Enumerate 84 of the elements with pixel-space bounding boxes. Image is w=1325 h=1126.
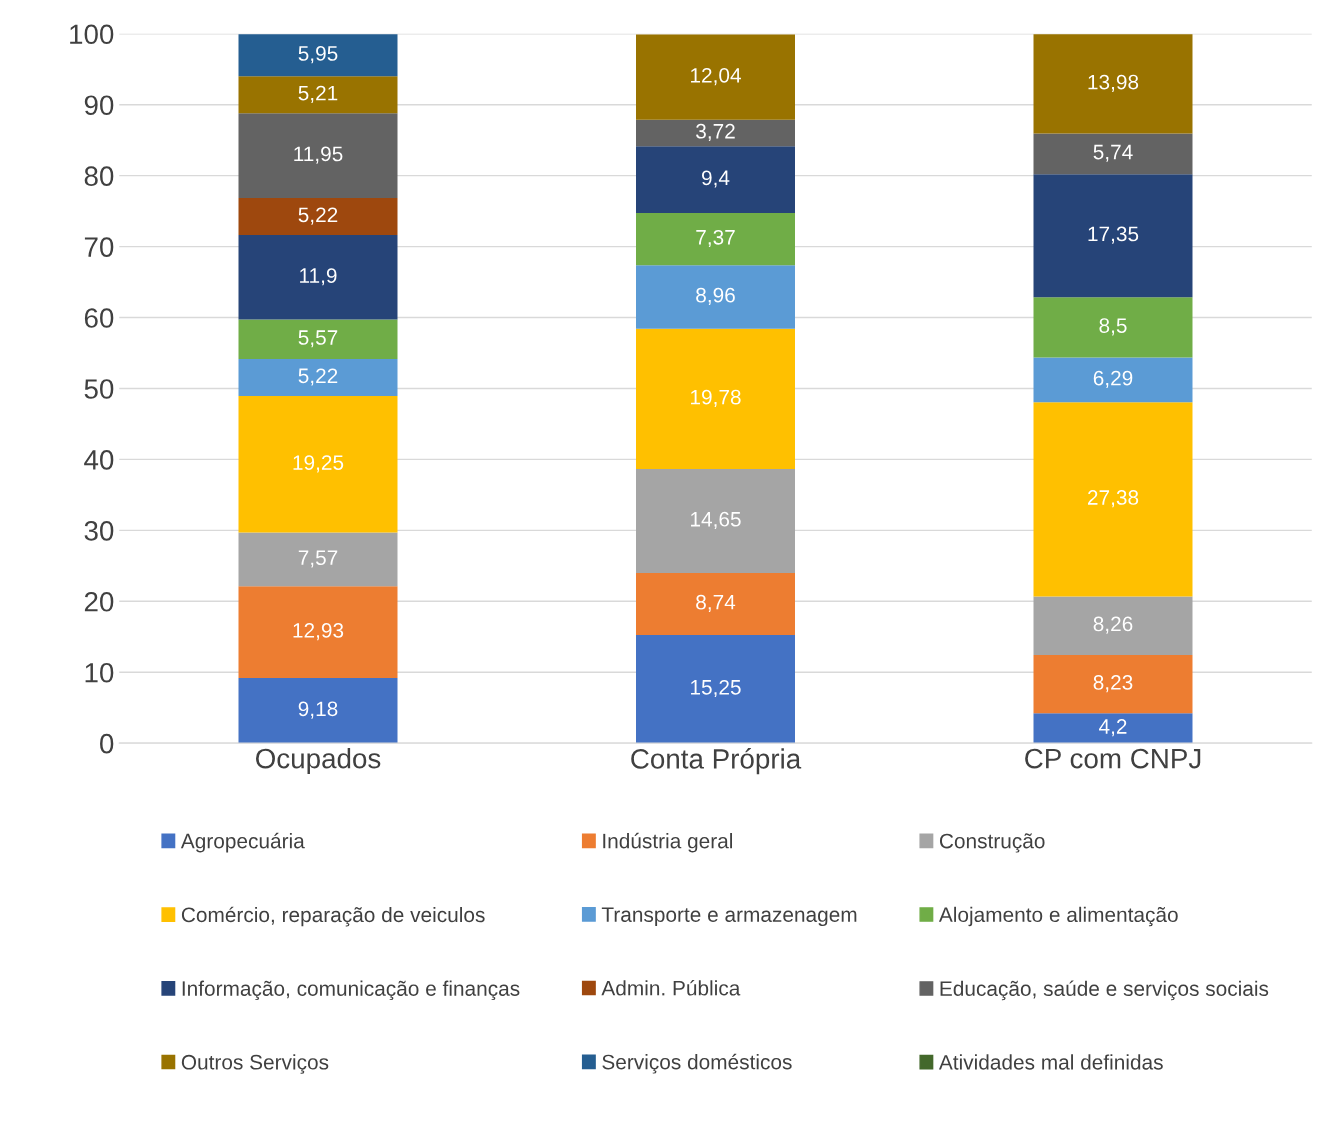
x-tick-label: CP com CNPJ — [1025, 748, 1201, 769]
legend-label: Educação, saúde e serviços sociais — [940, 980, 1269, 1001]
legend-label: Agropecuária — [180, 832, 305, 853]
bar — [238, 678, 398, 744]
bar — [636, 469, 795, 573]
data-label: 9,4 — [702, 170, 730, 188]
data-label: 5,95 — [298, 46, 338, 64]
data-label: 5,22 — [298, 368, 338, 386]
y-tick-label: 70 — [84, 237, 114, 257]
bar — [1033, 133, 1193, 175]
bar — [238, 532, 398, 587]
bar — [636, 212, 795, 266]
bar — [636, 34, 795, 120]
legend-label: Atividades mal definidas — [938, 1054, 1163, 1070]
data-label: 12,04 — [691, 67, 741, 86]
bar — [238, 34, 398, 77]
data-label: 13,98 — [1088, 74, 1139, 92]
bar — [1033, 402, 1193, 597]
data-label: 9,18 — [298, 701, 338, 719]
data-label: 8,74 — [696, 594, 736, 613]
bar — [636, 119, 795, 147]
bar — [636, 146, 795, 213]
legend-label: Construção — [939, 833, 1045, 853]
data-label: 11,9 — [300, 268, 337, 286]
data-label: 8,23 — [1093, 675, 1133, 693]
legend-label: Indústria geral — [603, 832, 732, 853]
data-label: 7,37 — [696, 229, 735, 248]
bar — [238, 586, 398, 679]
data-label: 15,25 — [691, 679, 741, 698]
legend-label: Alojamento e alimentação — [938, 906, 1178, 927]
data-label: 27,38 — [1087, 490, 1139, 508]
x-tick-label: Conta Própria — [631, 748, 802, 775]
y-tick-label: 10 — [85, 662, 114, 683]
y-tick-label: 90 — [84, 95, 114, 116]
data-label: 19,25 — [293, 455, 344, 473]
legend-label: Outros Serviços — [181, 1054, 329, 1074]
bar — [1033, 357, 1193, 403]
bar — [238, 76, 398, 114]
data-label: 3,72 — [696, 123, 735, 142]
y-tick-label: 40 — [84, 450, 114, 470]
legend-label: Admin. Pública — [601, 980, 741, 996]
legend-label: Informação, comunicação e finanças — [182, 980, 520, 1001]
bar — [1033, 297, 1193, 358]
data-label: 17,35 — [1088, 226, 1139, 244]
bar — [1033, 596, 1193, 655]
data-label: 12,93 — [293, 623, 344, 641]
y-tick-label: 30 — [84, 521, 114, 541]
data-label: 8,26 — [1093, 616, 1133, 634]
legend-label: Comércio, reparação de veiculos — [181, 906, 485, 927]
y-tick-label: 60 — [84, 308, 114, 328]
legend-label: Transporte e armazenagem — [601, 907, 857, 927]
data-label: 7,57 — [298, 550, 338, 568]
data-label: 11,95 — [294, 146, 343, 164]
data-label: 5,21 — [298, 85, 338, 103]
data-label: 19,78 — [691, 389, 741, 407]
bar — [636, 265, 795, 329]
legend-label: Serviços domésticos — [602, 1053, 792, 1074]
y-tick-label: 0 — [100, 733, 114, 754]
bar — [238, 396, 398, 533]
bar — [1033, 174, 1193, 298]
y-tick-label: 20 — [84, 591, 114, 612]
data-label: 8,5 — [1099, 318, 1127, 336]
y-tick-label: 80 — [84, 166, 114, 186]
data-label: 8,96 — [696, 287, 735, 306]
bar — [238, 319, 398, 360]
bar — [636, 634, 795, 744]
x-tick-label: Ocupados — [256, 748, 381, 774]
bar — [238, 359, 398, 397]
data-label: 14,65 — [691, 511, 741, 530]
y-tick-label: 100 — [70, 24, 114, 45]
data-label: 5,74 — [1093, 144, 1133, 162]
data-label: 4,2 — [1099, 719, 1127, 737]
bar — [636, 572, 795, 635]
data-label: 5,57 — [298, 330, 338, 348]
bar — [1033, 34, 1193, 134]
y-tick-label: 50 — [84, 379, 114, 399]
bar — [1033, 713, 1193, 744]
bar — [238, 113, 398, 199]
bar — [636, 328, 795, 470]
data-label: 6,29 — [1093, 370, 1133, 388]
bar — [238, 235, 398, 320]
data-label: 5,22 — [298, 207, 338, 225]
bar — [1033, 654, 1193, 714]
bar — [238, 198, 398, 236]
